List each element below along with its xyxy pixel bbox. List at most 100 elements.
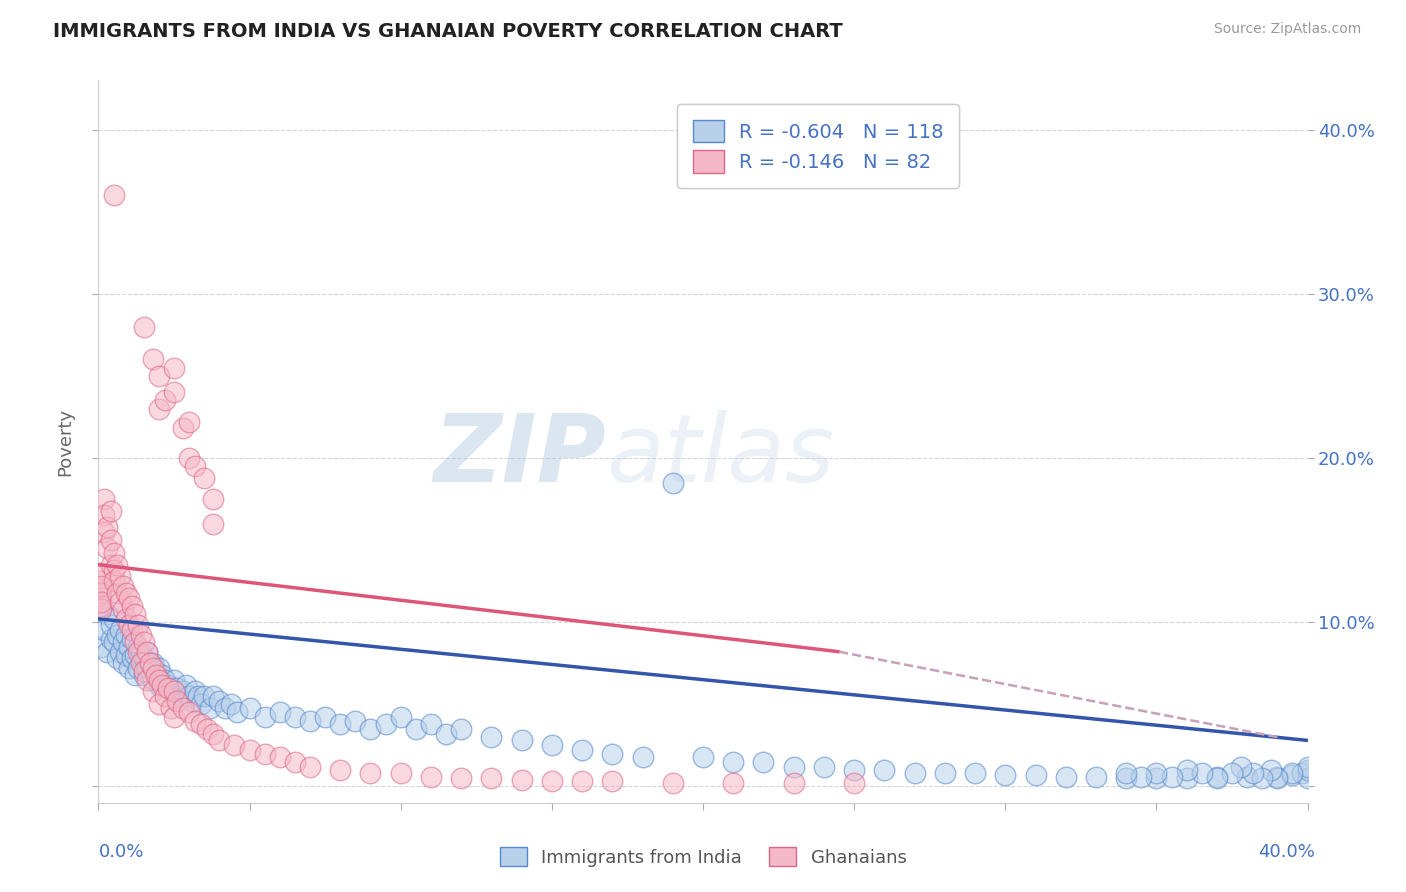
Point xyxy=(93,624,115,638)
Point xyxy=(121,632,143,646)
Point xyxy=(172,684,194,698)
Point xyxy=(90,591,112,605)
Point xyxy=(1296,771,1319,785)
Point xyxy=(124,648,146,662)
Point xyxy=(190,717,212,731)
Point xyxy=(344,714,367,728)
Point xyxy=(96,541,118,556)
Point xyxy=(224,739,246,753)
Point xyxy=(510,733,533,747)
Point xyxy=(111,579,134,593)
Point xyxy=(172,700,194,714)
Point xyxy=(163,673,186,687)
Point xyxy=(360,766,382,780)
Point xyxy=(148,677,170,691)
Point xyxy=(163,710,186,724)
Point xyxy=(90,595,112,609)
Point xyxy=(1291,766,1313,780)
Point xyxy=(179,706,201,720)
Point xyxy=(783,760,806,774)
Point xyxy=(142,657,165,671)
Point xyxy=(148,661,170,675)
Point xyxy=(202,727,225,741)
Point xyxy=(752,755,775,769)
Point xyxy=(661,776,683,790)
Point xyxy=(172,421,194,435)
Point xyxy=(1236,770,1258,784)
Point xyxy=(1206,770,1229,784)
Point xyxy=(934,766,956,780)
Point xyxy=(114,585,136,599)
Point xyxy=(1175,771,1198,785)
Point xyxy=(108,569,131,583)
Point xyxy=(90,585,112,599)
Point xyxy=(103,563,125,577)
Point xyxy=(187,689,209,703)
Point xyxy=(1220,766,1243,780)
Point xyxy=(103,546,125,560)
Point xyxy=(105,628,128,642)
Point xyxy=(124,607,146,621)
Point xyxy=(602,774,624,789)
Point xyxy=(389,766,412,780)
Point xyxy=(360,722,382,736)
Point xyxy=(105,558,128,572)
Point xyxy=(723,755,745,769)
Point xyxy=(114,628,136,642)
Point xyxy=(108,595,131,609)
Point xyxy=(103,635,125,649)
Text: ZIP: ZIP xyxy=(433,410,606,502)
Point xyxy=(100,503,122,517)
Point xyxy=(132,665,155,679)
Point xyxy=(135,645,157,659)
Point xyxy=(142,661,165,675)
Point xyxy=(148,673,170,687)
Point xyxy=(226,706,249,720)
Point xyxy=(108,624,131,638)
Point xyxy=(105,585,128,599)
Point xyxy=(193,470,215,484)
Point xyxy=(100,558,122,572)
Point xyxy=(139,657,162,671)
Point xyxy=(1281,768,1303,782)
Point xyxy=(269,749,291,764)
Point xyxy=(153,689,176,703)
Point xyxy=(181,694,204,708)
Point xyxy=(1115,771,1137,785)
Point xyxy=(103,612,125,626)
Point xyxy=(105,651,128,665)
Point xyxy=(163,684,186,698)
Point xyxy=(481,771,503,785)
Point xyxy=(135,673,157,687)
Text: atlas: atlas xyxy=(606,410,835,501)
Point xyxy=(121,651,143,665)
Point xyxy=(127,618,149,632)
Point xyxy=(153,393,176,408)
Point xyxy=(163,385,186,400)
Point xyxy=(202,491,225,506)
Point xyxy=(329,763,352,777)
Point xyxy=(904,766,927,780)
Point xyxy=(90,574,112,588)
Point xyxy=(450,722,472,736)
Point xyxy=(169,689,191,703)
Point xyxy=(179,415,201,429)
Point xyxy=(239,743,262,757)
Point xyxy=(1115,766,1137,780)
Point xyxy=(132,319,155,334)
Point xyxy=(111,657,134,671)
Point xyxy=(284,755,307,769)
Text: 40.0%: 40.0% xyxy=(1258,843,1315,861)
Point xyxy=(96,645,118,659)
Point xyxy=(434,727,457,741)
Point xyxy=(129,645,152,659)
Point xyxy=(124,635,146,649)
Point xyxy=(121,624,143,638)
Point xyxy=(160,681,183,695)
Point xyxy=(150,677,173,691)
Point xyxy=(1191,766,1213,780)
Point xyxy=(405,722,427,736)
Point xyxy=(420,717,443,731)
Point xyxy=(420,770,443,784)
Point xyxy=(190,698,212,712)
